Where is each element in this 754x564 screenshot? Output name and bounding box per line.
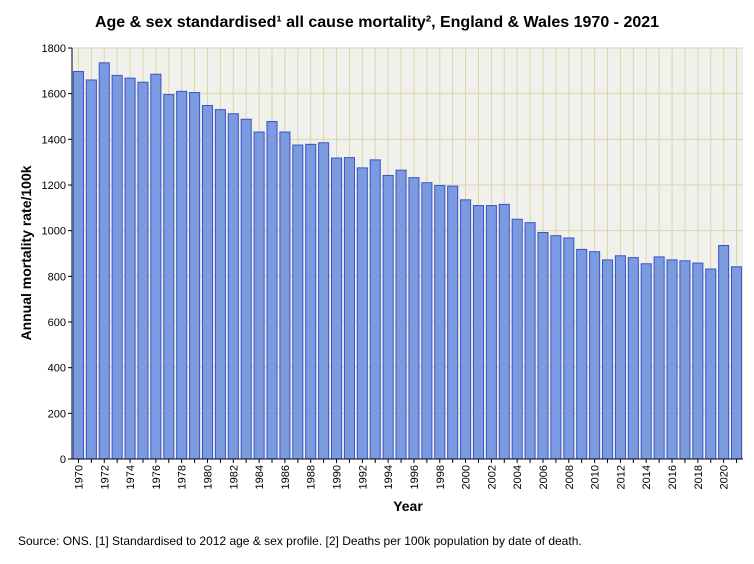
bar-1977 xyxy=(163,94,175,460)
bar-1976 xyxy=(150,73,162,460)
bar-2008 xyxy=(563,237,575,460)
x-tick-label: 1992 xyxy=(357,465,369,489)
x-tick-label: 1972 xyxy=(99,465,111,489)
bar-2013 xyxy=(627,257,639,460)
chart-title: Age & sex standardised¹ all cause mortal… xyxy=(94,14,660,31)
x-axis-title: Year xyxy=(393,498,423,514)
bar-2017 xyxy=(679,260,691,460)
bar-1999 xyxy=(447,185,459,460)
bar-1994 xyxy=(382,174,394,460)
y-tick-label: 1600 xyxy=(42,89,66,101)
bar-1973 xyxy=(111,74,123,460)
x-tick-labels: 1970 1972 1974 1976 1978 1980 1982 1984 1986 1988… xyxy=(73,459,738,489)
y-tick-label: 400 xyxy=(48,363,66,375)
bar-1982 xyxy=(227,113,239,460)
x-tick-label: 2006 xyxy=(538,465,550,489)
bar-1998 xyxy=(434,184,446,460)
x-tick-label: 1990 xyxy=(332,465,344,489)
x-tick-label: 1970 xyxy=(73,465,85,489)
bar-2002 xyxy=(485,205,497,460)
bar-2020 xyxy=(718,245,730,460)
bar-1987 xyxy=(292,144,304,460)
bar-2005 xyxy=(524,222,536,460)
bar-1979 xyxy=(189,92,201,460)
bar-1970 xyxy=(72,71,84,460)
bar-1996 xyxy=(408,177,420,460)
bar-2009 xyxy=(576,248,588,460)
x-tick-label: 1994 xyxy=(383,465,395,489)
x-tick-label: 2016 xyxy=(667,465,679,489)
x-tick-label: 2004 xyxy=(512,465,524,489)
x-tick-label: 1978 xyxy=(177,465,189,489)
bar-2016 xyxy=(666,259,678,460)
x-tick-label: 1998 xyxy=(435,465,447,489)
bar-1993 xyxy=(369,159,381,460)
bar-1990 xyxy=(330,157,343,460)
x-tick-label: 1996 xyxy=(409,465,421,489)
bar-2021 xyxy=(731,266,743,460)
bar-2004 xyxy=(511,218,523,460)
x-tick-label: 1984 xyxy=(254,465,266,489)
bar-1974 xyxy=(124,77,136,460)
bar-2000 xyxy=(460,199,472,460)
bar-2014 xyxy=(640,263,652,460)
bar-2019 xyxy=(705,268,717,460)
x-tick-label: 1974 xyxy=(125,465,137,489)
bar-2003 xyxy=(498,203,510,460)
bar-1972 xyxy=(98,62,110,460)
y-tick-label: 1400 xyxy=(42,134,66,146)
y-axis-title: Annual mortality rate/100k xyxy=(18,165,34,340)
y-tick-label: 0 xyxy=(60,454,66,466)
source-note: Source: ONS. [1] Standardised to 2012 ag… xyxy=(18,534,582,548)
bar-2018 xyxy=(692,262,704,460)
y-tick-label: 1200 xyxy=(42,180,66,192)
y-tick-label: 1800 xyxy=(42,43,66,55)
y-tick-label: 1000 xyxy=(42,226,66,238)
bar-1995 xyxy=(395,169,407,460)
bar-2015 xyxy=(653,256,665,460)
x-tick-label: 2002 xyxy=(486,465,498,489)
bar-1986 xyxy=(279,131,291,460)
x-tick-label: 2014 xyxy=(641,465,653,489)
x-tick-label: 1976 xyxy=(151,465,163,489)
bar-1980 xyxy=(201,105,214,460)
x-tick-label: 1982 xyxy=(228,465,240,489)
x-tick-label: 2000 xyxy=(461,465,473,489)
x-tick-label: 2010 xyxy=(590,465,602,489)
x-tick-label: 1980 xyxy=(202,465,214,489)
x-tick-label: 1986 xyxy=(280,465,292,489)
bar-2012 xyxy=(614,255,626,460)
bar-1985 xyxy=(266,121,278,460)
bar-2001 xyxy=(472,205,485,460)
bar-1975 xyxy=(137,81,149,460)
bar-2010 xyxy=(589,251,601,460)
y-tick-label: 800 xyxy=(48,271,66,283)
x-tick-label: 1988 xyxy=(306,465,318,489)
bar-1997 xyxy=(421,182,433,460)
y-tick-label: 200 xyxy=(48,408,66,420)
bar-1983 xyxy=(240,118,252,460)
bar-1971 xyxy=(85,79,97,460)
bar-1991 xyxy=(343,157,355,460)
x-tick-label: 2012 xyxy=(615,465,627,489)
bar-1978 xyxy=(176,90,188,460)
axes xyxy=(71,48,743,460)
bars xyxy=(72,62,743,460)
bar-1992 xyxy=(356,167,368,460)
x-tick-label: 2018 xyxy=(693,465,705,489)
bar-1984 xyxy=(253,131,265,460)
bar-2011 xyxy=(601,259,614,460)
bar-2006 xyxy=(537,231,549,460)
bar-2007 xyxy=(550,235,562,460)
y-tick-label: 600 xyxy=(48,317,66,329)
bar-1981 xyxy=(214,109,226,460)
y-tick-labels: 0 200 400 600 800 1000 1200 1400 1600 1800 xyxy=(42,43,72,466)
bar-1988 xyxy=(305,143,317,460)
x-tick-label: 2020 xyxy=(719,465,731,489)
bar-1989 xyxy=(318,142,330,460)
x-tick-label: 2008 xyxy=(564,465,576,489)
